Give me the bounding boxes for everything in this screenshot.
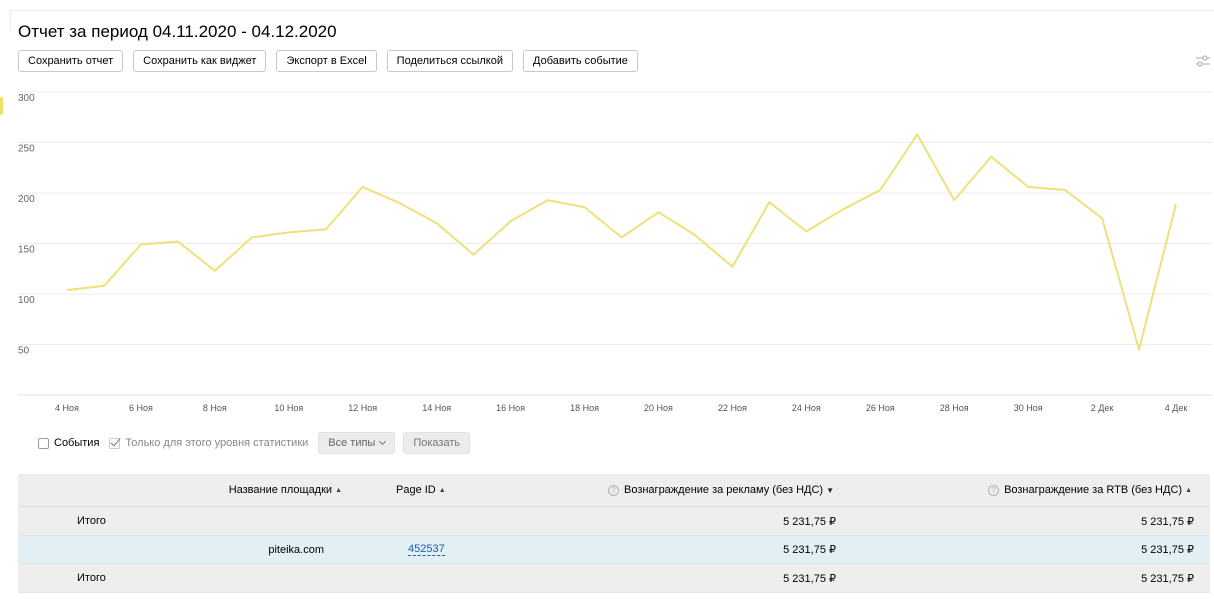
total-label: Итого xyxy=(77,515,106,527)
x-tick-label: 2 Дек xyxy=(1091,403,1114,413)
site-name: piteika.com xyxy=(268,543,324,556)
footer-reward: 5 231,75 ₽ xyxy=(783,572,836,585)
column-header-reward-label: Вознаграждение за рекламу (без НДС) xyxy=(623,484,824,496)
level-only-checkbox[interactable] xyxy=(109,437,121,449)
column-header-page-id[interactable]: Page ID ▲ xyxy=(396,474,446,506)
x-tick-label: 30 Ноя xyxy=(1014,403,1043,413)
share-link-button[interactable]: Поделиться ссылкой xyxy=(386,50,513,72)
x-tick-label: 20 Ноя xyxy=(644,403,673,413)
x-tick-label: 4 Дек xyxy=(1165,403,1188,413)
x-tick-label: 6 Ноя xyxy=(129,403,153,413)
y-tick-label: 200 xyxy=(18,194,35,205)
event-types-value: Все типы xyxy=(328,437,376,449)
sort-icon: ▲ xyxy=(335,486,342,494)
chevron-down-icon xyxy=(379,437,387,446)
y-tick-label: 150 xyxy=(18,245,35,256)
row-reward: 5 231,75 ₽ xyxy=(783,544,836,556)
column-header-reward[interactable]: ? Вознаграждение за рекламу (без НДС) ▼ xyxy=(607,474,834,506)
y-tick-label: 50 xyxy=(18,346,30,357)
sort-icon: ▲ xyxy=(438,486,446,494)
footer-total-label: Итого xyxy=(77,572,106,584)
report-toolbar: Сохранить отчет Сохранить как виджет Экс… xyxy=(18,50,648,72)
x-tick-label: 22 Ноя xyxy=(718,403,747,413)
column-header-rtb-label: Вознаграждение за RTB (без НДС) xyxy=(1004,484,1183,496)
table-footer-row: Итого 5 231,75 ₽ 5 231,75 ₽ xyxy=(18,564,1210,593)
table-total-row: Итого 5 231,75 ₽ 5 231,75 ₽ xyxy=(18,507,1210,536)
column-header-page-id-label: Page ID xyxy=(396,484,436,496)
column-header-rtb[interactable]: ? Вознаграждение за RTB (без НДС) ▲ xyxy=(988,474,1192,506)
x-tick-label: 12 Ноя xyxy=(348,403,377,413)
page-frame-left xyxy=(10,10,11,30)
table-row: piteika.com 452537 5 231,75 ₽ 5 231,75 ₽ xyxy=(18,536,1210,564)
column-header-name[interactable]: Название площадки ▲ xyxy=(229,474,342,506)
show-button[interactable]: Показать xyxy=(403,432,471,454)
y-tick-label: 250 xyxy=(18,144,35,155)
export-excel-button[interactable]: Экспорт в Excel xyxy=(276,50,377,72)
chart-controls: События Только для этого уровня статисти… xyxy=(38,432,471,454)
total-rtb: 5 231,75 ₽ xyxy=(1141,515,1194,528)
page-id-link[interactable]: 452537 xyxy=(408,543,445,556)
x-tick-label: 10 Ноя xyxy=(274,403,303,413)
x-tick-label: 16 Ноя xyxy=(496,403,525,413)
page-frame-top xyxy=(10,10,1214,11)
row-rtb: 5 231,75 ₽ xyxy=(1141,544,1194,556)
column-header-name-label: Название площадки xyxy=(228,484,333,496)
x-tick-label: 24 Ноя xyxy=(792,403,821,413)
save-report-button[interactable]: Сохранить отчет xyxy=(18,50,124,72)
footer-rtb: 5 231,75 ₽ xyxy=(1141,572,1194,585)
level-only-label: Только для этого уровня статистики xyxy=(125,437,309,449)
add-event-button[interactable]: Добавить событие xyxy=(523,50,638,72)
y-tick-label: 100 xyxy=(18,295,35,306)
series-line xyxy=(66,133,1177,351)
page-title: Отчет за период 04.11.2020 - 04.12.2020 xyxy=(18,22,337,41)
help-icon[interactable]: ? xyxy=(607,484,619,496)
event-types-select[interactable]: Все типы xyxy=(318,432,396,454)
events-label: События xyxy=(54,437,100,449)
events-checkbox[interactable] xyxy=(38,437,49,449)
line-chart: 50 100 150 200 250 300 4 Ноя 6 Ноя 8 Ноя 10 Ноя 12… xyxy=(18,91,1212,413)
statistics-table: Название площадки ▲ Page ID ▲ ? Вознагра… xyxy=(18,474,1210,593)
x-tick-label: 8 Ноя xyxy=(203,403,227,413)
x-tick-label: 18 Ноя xyxy=(570,403,599,413)
sliders-icon[interactable] xyxy=(1195,53,1211,69)
page-id-cell: 452537 xyxy=(408,536,445,563)
panel-toggle-handle[interactable] xyxy=(0,97,3,115)
save-as-widget-button[interactable]: Сохранить как виджет xyxy=(133,50,267,72)
help-icon[interactable]: ? xyxy=(988,484,1000,496)
total-reward: 5 231,75 ₽ xyxy=(783,515,836,528)
statistics-chart: 50 100 150 200 250 300 4 Ноя 6 Ноя 8 Ноя 10 Ноя 12… xyxy=(0,90,1214,420)
x-tick-label: 28 Ноя xyxy=(940,403,969,413)
y-tick-label: 300 xyxy=(18,93,35,104)
x-tick-label: 14 Ноя xyxy=(422,403,451,413)
level-only-option: Только для этого уровня статистики xyxy=(109,437,308,449)
sort-icon: ▲ xyxy=(1185,486,1192,494)
sort-desc-icon: ▼ xyxy=(826,485,834,495)
x-tick-label: 26 Ноя xyxy=(866,403,895,413)
x-tick-label: 4 Ноя xyxy=(55,403,79,413)
table-header: Название площадки ▲ Page ID ▲ ? Вознагра… xyxy=(18,474,1210,507)
